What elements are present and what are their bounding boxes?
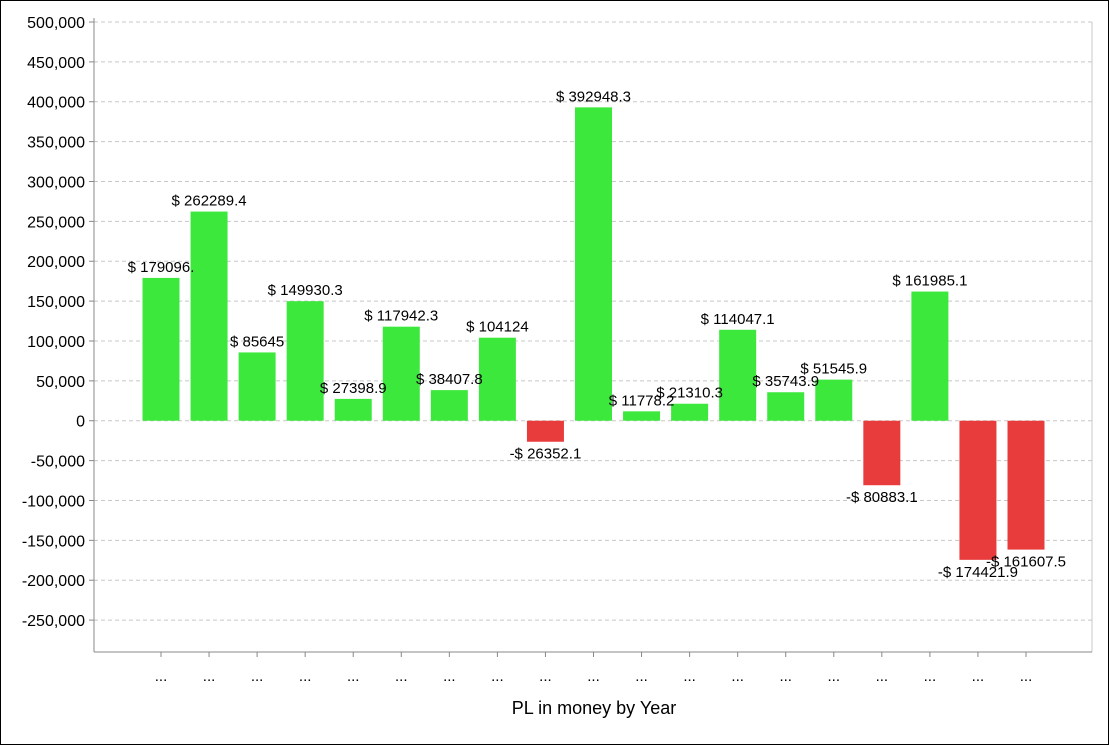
bar <box>671 403 709 421</box>
data-label: $ 161985.1 <box>892 273 967 290</box>
data-label: $ 27398.9 <box>320 380 387 397</box>
x-tick-label: ... <box>972 668 985 685</box>
x-tick-label: ... <box>587 668 600 685</box>
x-tick-label: ... <box>491 668 504 685</box>
bar <box>286 301 324 421</box>
data-label: -$ 26352.1 <box>510 446 582 463</box>
data-label: $ 38407.8 <box>416 371 483 388</box>
x-tick-label: ... <box>395 668 408 685</box>
bar <box>526 420 564 442</box>
bar <box>190 211 228 421</box>
data-label: $ 262289.4 <box>172 193 247 210</box>
data-label: -$ 80883.1 <box>846 489 918 506</box>
y-tick-label: 400,000 <box>27 95 85 112</box>
y-tick-label: 250,000 <box>27 214 85 231</box>
x-tick-label: ... <box>924 668 937 685</box>
y-tick-label: -50,000 <box>31 454 85 471</box>
data-label: $ 11778.2 <box>609 392 675 409</box>
y-tick-label: 50,000 <box>36 374 85 391</box>
data-label: -$ 161607.5 <box>986 554 1066 571</box>
data-label: $ 114047.1 <box>701 311 775 328</box>
bar <box>430 390 468 421</box>
bar <box>382 326 420 421</box>
x-tick-label: ... <box>299 668 312 685</box>
x-tick-label: ... <box>683 668 696 685</box>
x-tick-label: ... <box>155 668 168 685</box>
x-tick-label: ... <box>347 668 360 685</box>
x-tick-label: ... <box>251 668 264 685</box>
y-tick-label: -250,000 <box>22 613 85 630</box>
y-tick-label: -100,000 <box>22 493 85 510</box>
x-tick-label: ... <box>731 668 744 685</box>
y-tick-label: 350,000 <box>27 135 85 152</box>
bar <box>911 291 949 421</box>
bar <box>334 398 372 421</box>
data-label: $ 51545.9 <box>800 361 867 378</box>
x-tick-label: ... <box>779 668 792 685</box>
bar <box>478 337 516 421</box>
x-tick-label: ... <box>635 668 648 685</box>
y-tick-label: 100,000 <box>27 334 85 351</box>
y-tick-label: 150,000 <box>27 294 85 311</box>
x-tick-label: ... <box>876 668 889 685</box>
data-label: $ 35743.9 <box>752 373 819 390</box>
data-label: $ 149930.3 <box>268 282 343 299</box>
bar <box>959 420 997 560</box>
bar <box>623 411 661 421</box>
data-label: $ 117942.3 <box>364 308 438 325</box>
y-tick-label: 200,000 <box>27 254 85 271</box>
y-tick-label: 450,000 <box>27 55 85 72</box>
bar <box>575 107 612 421</box>
bar <box>238 352 276 421</box>
y-tick-label: 500,000 <box>27 15 85 32</box>
bar <box>815 379 853 421</box>
y-tick-label: 0 <box>76 414 85 431</box>
data-label: $ 21310.3 <box>656 385 723 402</box>
x-axis-title: PL in money by Year <box>512 698 676 718</box>
x-tick-label: ... <box>1020 668 1033 685</box>
bar <box>863 420 901 486</box>
bar <box>719 329 757 421</box>
axes <box>89 18 1092 657</box>
bar <box>142 277 180 421</box>
data-label: $ 179096. <box>128 259 195 276</box>
bar <box>767 392 805 421</box>
y-tick-label: -200,000 <box>22 573 85 590</box>
data-label: $ 392948.3 <box>556 88 631 105</box>
x-tick-label: ... <box>203 668 216 685</box>
data-labels: $ 179096. $ 262289.4 $ 85645 $ 149930.3 $ 27… <box>128 88 1066 580</box>
y-tick-labels: -250,000 -200,000 -150,000 -100,000 -50,000 0… <box>22 15 85 630</box>
bars <box>142 107 1045 560</box>
bar <box>1007 420 1045 550</box>
x-tick-label: ... <box>539 668 552 685</box>
x-tick-label: ... <box>828 668 841 685</box>
data-label: $ 85645 <box>230 333 284 350</box>
data-label: -$ 174421.9 <box>938 564 1018 581</box>
x-tick-label: ... <box>443 668 456 685</box>
y-tick-label: -150,000 <box>22 533 85 550</box>
x-tick-labels: ........................................… <box>155 668 1033 685</box>
y-tick-label: 300,000 <box>27 174 85 191</box>
data-label: $ 104124 <box>466 319 529 336</box>
